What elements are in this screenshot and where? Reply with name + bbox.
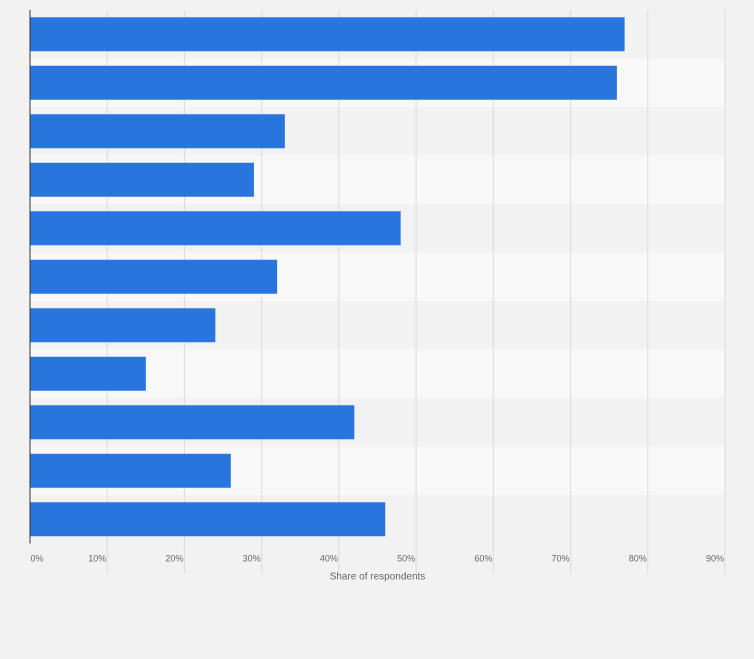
bar[interactable] xyxy=(30,259,278,294)
x-tick-label: 90% xyxy=(706,554,724,564)
x-tick-label: 60% xyxy=(474,554,492,564)
bar[interactable] xyxy=(30,17,625,52)
x-tick-label: 0% xyxy=(30,554,43,564)
bar[interactable] xyxy=(30,211,401,246)
x-tick-label: 10% xyxy=(88,554,106,564)
bar[interactable] xyxy=(30,453,231,488)
bar[interactable] xyxy=(30,162,254,197)
bar[interactable] xyxy=(30,405,355,440)
x-tick-label: 80% xyxy=(629,554,647,564)
bar[interactable] xyxy=(30,308,216,343)
bar[interactable] xyxy=(30,356,146,391)
bar[interactable] xyxy=(30,114,285,149)
x-tick-label: 70% xyxy=(552,554,570,564)
bar[interactable] xyxy=(30,502,386,537)
x-axis-title: Share of respondents xyxy=(330,572,426,583)
x-tick-labels: 0% 10% 20% 30% 40% 50% 60% 70% 80% 90% xyxy=(30,554,724,564)
bars xyxy=(30,17,625,537)
bar[interactable] xyxy=(30,65,617,100)
x-tick-label: 30% xyxy=(243,554,261,564)
x-tick-label: 50% xyxy=(397,554,415,564)
x-tick-label: 20% xyxy=(165,554,183,564)
x-tick-label: 40% xyxy=(320,554,338,564)
